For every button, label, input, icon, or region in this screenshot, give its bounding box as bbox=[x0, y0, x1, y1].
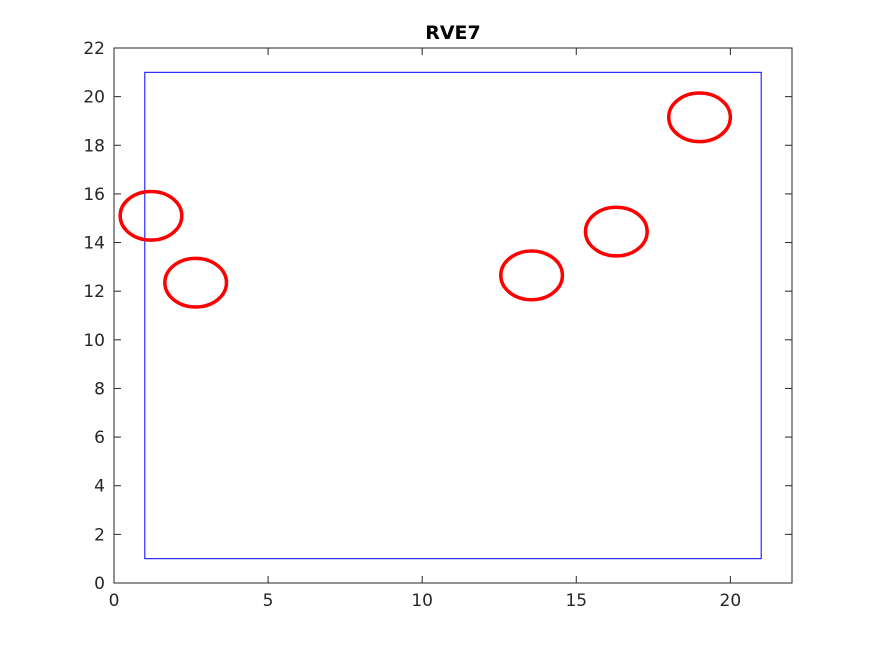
x-tick-label: 20 bbox=[720, 591, 742, 611]
axes-layer: 0 5 10 15 20 0 2 4 6 8 10 12 14 16 18 20 22 bbox=[83, 39, 793, 611]
y-tick-label: 20 bbox=[83, 88, 105, 108]
x-tick-label: 0 bbox=[109, 591, 120, 611]
circle-3 bbox=[499, 249, 565, 302]
boundary-layer bbox=[144, 71, 762, 560]
y-tick-label: 18 bbox=[83, 136, 105, 156]
x-tick-label: 15 bbox=[565, 591, 587, 611]
y-tick-label: 6 bbox=[94, 428, 105, 448]
y-tick-label: 4 bbox=[94, 477, 105, 497]
y-tick-label: 16 bbox=[83, 185, 105, 205]
circle-4 bbox=[583, 205, 649, 258]
axes-box bbox=[113, 47, 793, 584]
x-tick-label: 5 bbox=[263, 591, 274, 611]
circle-1 bbox=[118, 189, 184, 242]
y-tick-label: 8 bbox=[94, 379, 105, 399]
y-tick-label: 22 bbox=[83, 39, 105, 59]
y-tick-label: 10 bbox=[83, 331, 105, 351]
rve-boundary bbox=[144, 71, 762, 560]
y-tick-label: 2 bbox=[94, 525, 105, 545]
circle-5 bbox=[666, 91, 733, 144]
chart-title: RVE7 bbox=[425, 22, 481, 44]
x-tick-label: 10 bbox=[411, 591, 433, 611]
y-tick-label: 14 bbox=[83, 234, 105, 254]
circles-layer bbox=[118, 91, 733, 309]
y-tick-label: 12 bbox=[83, 282, 105, 302]
y-tick-label: 0 bbox=[94, 574, 105, 594]
circle-2 bbox=[163, 256, 229, 309]
